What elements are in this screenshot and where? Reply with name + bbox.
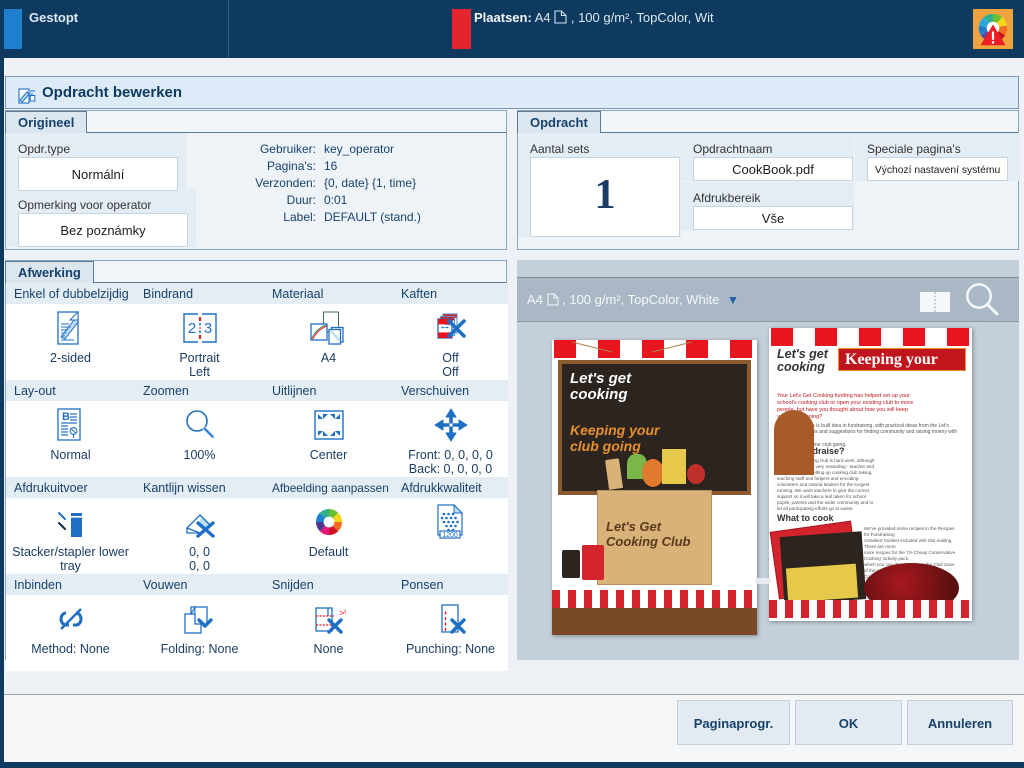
svg-text:2: 2 [187, 320, 195, 337]
svg-text:3: 3 [203, 320, 211, 337]
svg-text:1200: 1200 [442, 532, 458, 539]
svg-text:B: B [62, 411, 70, 423]
svg-text:>%: >% [339, 608, 346, 618]
